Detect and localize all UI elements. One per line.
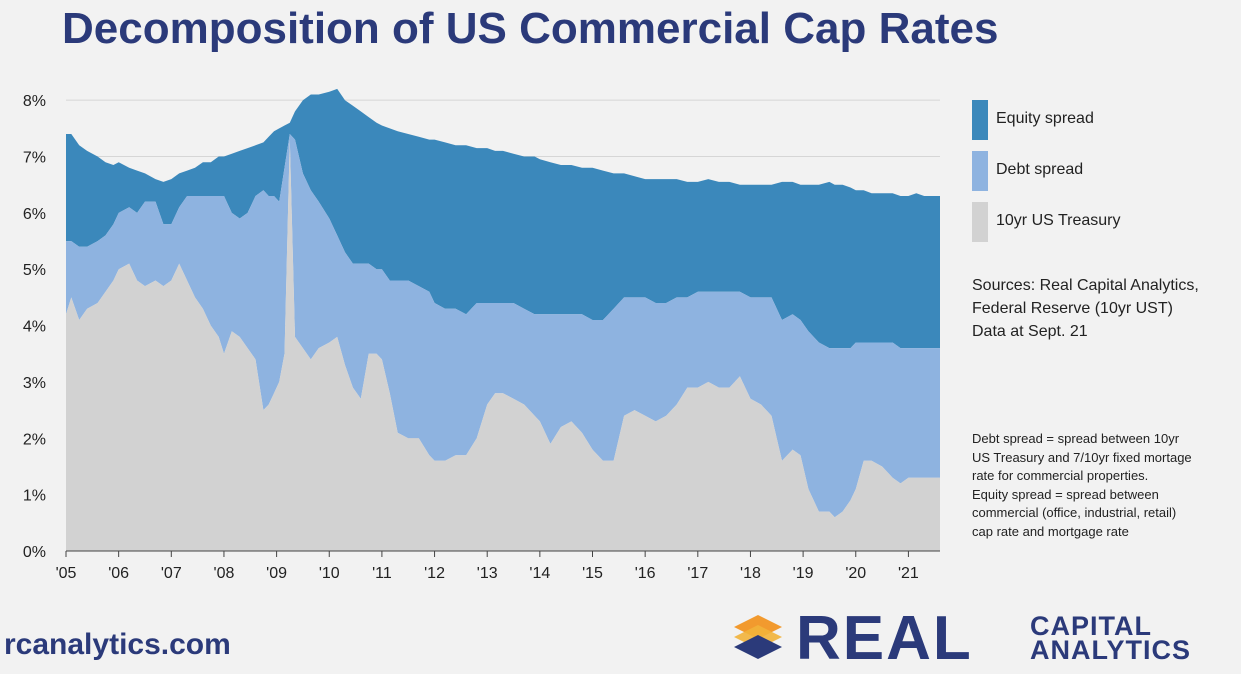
- logo-wordmark: REAL: [796, 604, 973, 673]
- legend-label-debt: Debt spread: [996, 161, 1084, 178]
- logo-stack-icon: [734, 615, 782, 659]
- x-tick-label: '09: [266, 565, 287, 582]
- note-line: US Treasury and 7/10yr fixed mortage: [972, 449, 1192, 465]
- x-tick-label: '20: [845, 565, 866, 582]
- note-line: commercial (office, industrial, retail): [972, 505, 1177, 520]
- x-tick-label: '12: [424, 565, 445, 582]
- x-tick-label: '14: [529, 565, 550, 582]
- note-line: Debt spread = spread between 10yr: [972, 431, 1180, 446]
- definition-note: Debt spread = spread between 10yr US Tre…: [972, 430, 1232, 541]
- axes: 0% 1% 2% 3% 4% 5% 6% 7% 8% '05 '06 '07 '08 '09 '10 '11 '…: [23, 93, 940, 582]
- legend-item-debt-spread: Debt spread: [972, 151, 1232, 191]
- treasury-area: [66, 139, 940, 551]
- legend-label-treasury: 10yr US Treasury: [996, 212, 1121, 229]
- x-tick-label: '11: [372, 565, 392, 582]
- x-tick-label: '07: [161, 565, 182, 582]
- x-tick-label: '18: [740, 565, 761, 582]
- chart-title: Decomposition of US Commercial Cap Rates: [62, 4, 999, 53]
- legend-swatch-debt: [972, 151, 988, 191]
- x-tick-label: '05: [56, 565, 77, 582]
- legend-item-treasury: 10yr US Treasury: [972, 202, 1232, 242]
- y-tick-label: 6%: [23, 206, 46, 223]
- x-tick-label: '08: [214, 565, 235, 582]
- x-tick-label: '10: [319, 565, 340, 582]
- y-tick-label: 1%: [23, 488, 46, 505]
- x-tick-label: '17: [687, 565, 708, 582]
- x-tick-label: '06: [108, 565, 129, 582]
- x-tick-label: '21: [898, 565, 919, 582]
- x-tick-label: '13: [477, 565, 498, 582]
- legend-swatch-treasury: [972, 202, 988, 242]
- real-capital-analytics-logo: REAL CAPITAL ANALYTICS: [730, 604, 1230, 673]
- equity-spread-area: [66, 88, 940, 349]
- area-series: [66, 88, 940, 551]
- sources-line: Data at Sept. 21: [972, 323, 1088, 340]
- logo-capital: CAPITAL: [1030, 611, 1152, 641]
- y-tick-label: 4%: [23, 319, 46, 336]
- debt-spread-area: [66, 134, 940, 518]
- note-line: Equity spread = spread between: [972, 486, 1159, 502]
- legend-swatch-equity: [972, 100, 988, 140]
- y-tick-label: 3%: [23, 375, 46, 392]
- y-tick-label: 2%: [23, 431, 46, 448]
- note-line: cap rate and mortgage rate: [972, 523, 1129, 539]
- note-line: rate for commercial properties.: [972, 468, 1149, 483]
- y-tick-label: 5%: [23, 262, 46, 279]
- logo-analytics: ANALYTICS: [1030, 635, 1192, 665]
- x-tick-label: '15: [582, 565, 603, 582]
- sources-line: Sources: Real Capital Analytics,: [972, 277, 1199, 294]
- x-tick-label: '19: [793, 565, 814, 582]
- sources-text: Sources: Real Capital Analytics, Federal…: [972, 274, 1232, 343]
- legend-label-equity: Equity spread: [996, 110, 1094, 127]
- website-link[interactable]: rcanalytics.com: [4, 628, 231, 661]
- legend-item-equity-spread: Equity spread: [972, 100, 1232, 140]
- sources-line: Federal Reserve (10yr UST): [972, 300, 1173, 317]
- y-tick-label: 8%: [23, 93, 46, 110]
- y-tick-label: 7%: [23, 150, 46, 167]
- x-tick-label: '16: [635, 565, 656, 582]
- y-tick-label: 0%: [23, 544, 46, 561]
